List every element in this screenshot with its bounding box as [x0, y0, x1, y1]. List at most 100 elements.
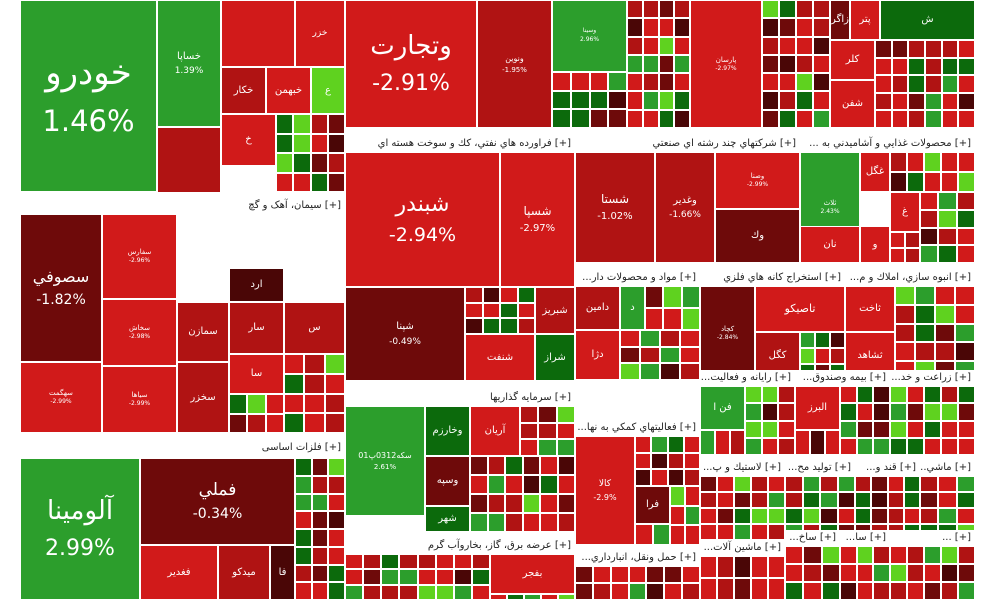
stock-tile-small[interactable]	[745, 403, 762, 421]
stock-tile-small[interactable]	[875, 57, 892, 76]
stock-tile-small[interactable]	[751, 524, 768, 540]
stock-tile-small[interactable]	[873, 420, 890, 438]
stock-tile-small[interactable]	[855, 492, 872, 508]
stock-tile[interactable]: كالا -2.9%	[575, 436, 635, 545]
stock-tile[interactable]: نان	[800, 226, 860, 263]
stock-tile-small[interactable]	[768, 578, 785, 600]
stock-tile-small[interactable]	[658, 73, 675, 92]
stock-tile-small[interactable]	[284, 354, 305, 374]
stock-tile-small[interactable]	[700, 492, 717, 508]
stock-tile-small[interactable]	[920, 245, 939, 263]
stock-tile-small[interactable]	[620, 330, 640, 347]
stock-tile-small[interactable]	[734, 556, 751, 578]
stock-tile-small[interactable]	[958, 40, 975, 58]
stock-tile[interactable]	[157, 127, 221, 193]
sector-title[interactable]: [+] ...	[890, 530, 975, 546]
stock-tile-small[interactable]	[890, 403, 907, 421]
stock-tile-small[interactable]	[956, 476, 975, 492]
stock-tile-small[interactable]	[667, 436, 684, 453]
stock-tile-small[interactable]	[796, 18, 813, 37]
stock-tile-small[interactable]	[311, 493, 329, 512]
stock-tile-small[interactable]	[556, 439, 575, 456]
stock-tile-small[interactable]	[956, 192, 975, 210]
stock-tile-small[interactable]	[327, 153, 345, 173]
sector-s23[interactable]: [+] ساخ...	[785, 530, 840, 600]
stock-tile-small[interactable]	[304, 373, 325, 394]
stock-tile-small[interactable]	[907, 172, 924, 192]
stock-tile-small[interactable]	[627, 54, 643, 74]
stock-tile-small[interactable]	[778, 386, 795, 404]
stock-tile-small[interactable]	[557, 475, 575, 494]
stock-tile-small[interactable]	[956, 245, 975, 263]
stock-tile-small[interactable]	[875, 75, 892, 93]
stock-tile[interactable]: شپنا -0.49%	[345, 287, 465, 381]
stock-tile-small[interactable]	[328, 458, 345, 476]
stock-tile-small[interactable]	[800, 348, 815, 364]
sector-title[interactable]: [+] بيمه وصندوق...	[795, 370, 890, 386]
stock-tile-small[interactable]	[820, 492, 838, 508]
stock-tile-small[interactable]	[734, 508, 751, 524]
stock-tile-small[interactable]	[471, 569, 490, 585]
stock-tile[interactable]: ش	[880, 0, 975, 40]
stock-tile[interactable]: سخزر	[177, 362, 229, 433]
stock-tile-small[interactable]	[635, 452, 652, 470]
stock-tile-small[interactable]	[541, 594, 558, 600]
stock-tile-small[interactable]	[589, 90, 609, 110]
stock-tile-small[interactable]	[924, 152, 941, 172]
sector-s7[interactable]: [+] محصولات غذايي و آشاميدني به ... غگل ثل…	[800, 136, 975, 263]
stock-tile-small[interactable]	[229, 413, 248, 433]
stock-tile[interactable]: تاصيكو	[755, 286, 845, 332]
stock-tile-small[interactable]	[470, 513, 488, 532]
sector-title[interactable]: [+] فلزات اساسی	[20, 440, 345, 456]
stock-tile-small[interactable]	[941, 386, 958, 404]
stock-tile-small[interactable]	[660, 330, 680, 347]
stock-tile-small[interactable]	[891, 40, 909, 58]
stock-tile-small[interactable]	[664, 583, 683, 600]
sector-s2[interactable]: [+] سیمان، آهک و گچ سصوفي -1.82% سهگمت -2.99…	[20, 198, 345, 433]
stock-tile[interactable]: س	[284, 302, 345, 354]
stock-tile-small[interactable]	[935, 286, 955, 305]
stock-tile-small[interactable]	[890, 247, 905, 263]
stock-tile-small[interactable]	[745, 437, 762, 455]
stock-tile-small[interactable]	[821, 582, 840, 600]
stock-tile-small[interactable]	[717, 556, 734, 578]
stock-tile-small[interactable]	[938, 476, 957, 492]
stock-tile-small[interactable]	[891, 110, 909, 128]
stock-tile-small[interactable]	[667, 452, 684, 470]
stock-tile-small[interactable]	[958, 582, 975, 600]
stock-tile[interactable]: سصوفي -1.82%	[20, 214, 102, 362]
sector-title[interactable]: [+] فعاليتهاي كمكي به نها...	[575, 420, 700, 436]
stock-tile[interactable]: خودرو 1.46%	[20, 0, 157, 192]
stock-tile-small[interactable]	[328, 564, 345, 583]
stock-tile-small[interactable]	[381, 569, 400, 585]
sector-s14[interactable]: [+] زراعت و خد...	[890, 370, 975, 455]
stock-tile-small[interactable]	[956, 508, 975, 524]
stock-tile-small[interactable]	[589, 109, 609, 128]
stock-tile-small[interactable]	[956, 209, 975, 228]
stock-tile-small[interactable]	[768, 556, 785, 578]
stock-tile-small[interactable]	[500, 302, 518, 319]
stock-tile-small[interactable]	[522, 456, 540, 475]
stock-tile-small[interactable]	[453, 584, 472, 600]
stock-tile-small[interactable]	[642, 91, 659, 110]
stock-tile-small[interactable]	[925, 57, 942, 76]
stock-tile-small[interactable]	[345, 584, 364, 600]
stock-tile-small[interactable]	[327, 172, 345, 192]
stock-tile-small[interactable]	[293, 133, 311, 153]
stock-tile-small[interactable]	[628, 566, 647, 583]
stock-tile-small[interactable]	[941, 564, 958, 582]
stock-tile[interactable]: سفارس -2.96%	[102, 214, 177, 299]
stock-tile-small[interactable]	[646, 566, 665, 583]
stock-tile-small[interactable]	[674, 18, 690, 37]
stock-tile-small[interactable]	[958, 386, 975, 404]
sector-title[interactable]: [+] سا...	[840, 530, 890, 546]
stock-tile-small[interactable]	[908, 75, 925, 93]
stock-tile-small[interactable]	[895, 286, 915, 305]
stock-tile-small[interactable]	[658, 91, 675, 110]
stock-tile-small[interactable]	[956, 227, 975, 246]
stock-tile-small[interactable]	[700, 578, 717, 600]
stock-tile-small[interactable]	[734, 578, 751, 600]
sector-title[interactable]: [+] ماشين آلات...	[700, 540, 785, 556]
stock-tile-small[interactable]	[540, 456, 558, 475]
stock-tile-small[interactable]	[570, 90, 590, 110]
